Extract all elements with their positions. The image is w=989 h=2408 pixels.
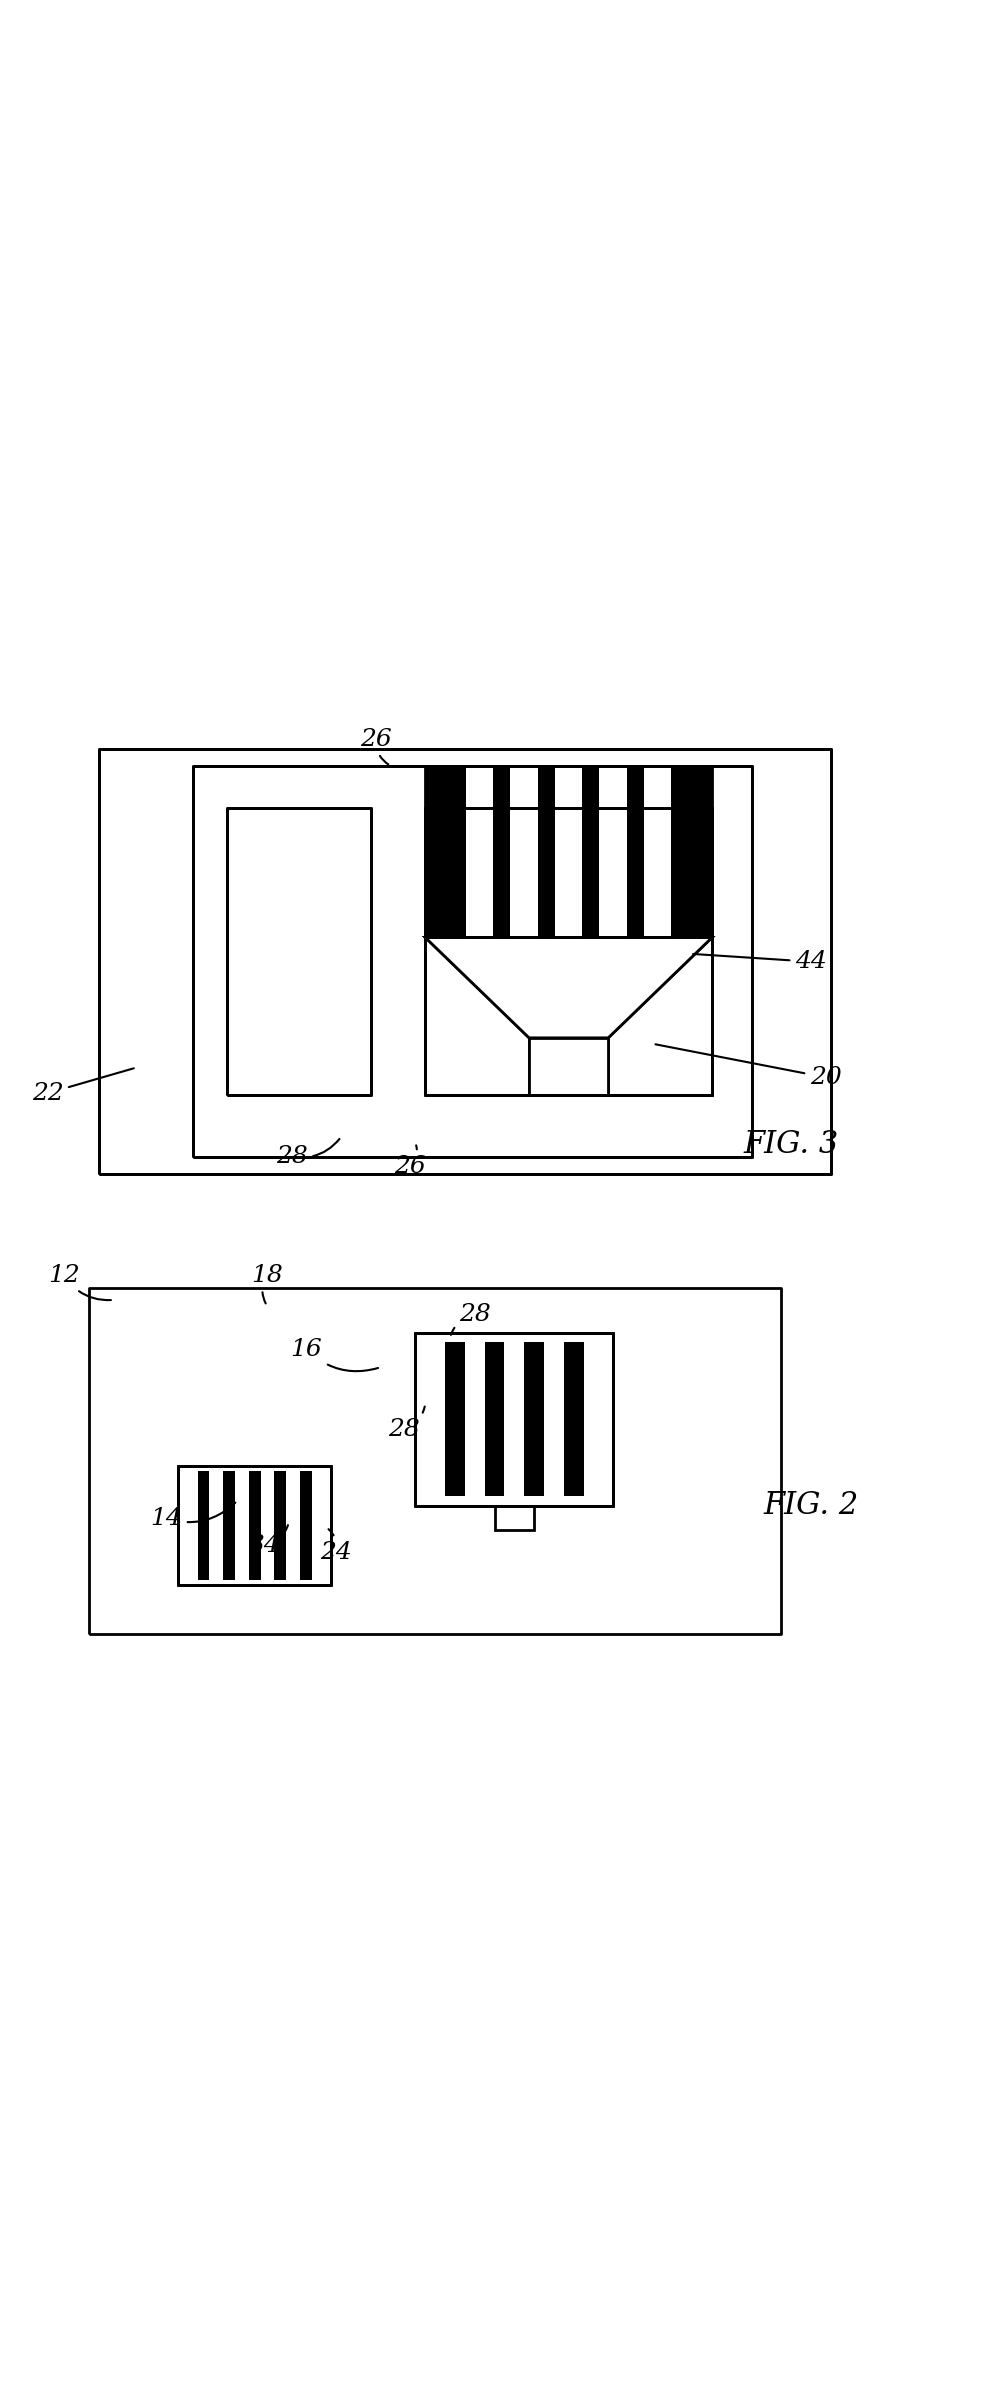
Bar	[415, 1332, 613, 1505]
Bar	[178, 1466, 331, 1584]
Bar	[274, 1471, 286, 1580]
Text: 12: 12	[48, 1264, 111, 1300]
Text: 28: 28	[276, 1139, 339, 1168]
Text: FIG. 3: FIG. 3	[744, 1129, 839, 1161]
Text: 24: 24	[320, 1529, 352, 1563]
Bar	[485, 1344, 504, 1495]
Text: 14: 14	[150, 1503, 235, 1529]
Polygon shape	[425, 937, 712, 1038]
Bar	[564, 1344, 584, 1495]
Bar	[599, 766, 627, 937]
Bar	[249, 1471, 260, 1580]
Text: 28: 28	[451, 1303, 491, 1334]
Bar	[529, 1038, 608, 1096]
Text: 26: 26	[360, 727, 392, 763]
Bar	[224, 1471, 235, 1580]
Text: 44: 44	[693, 951, 827, 973]
Text: 18: 18	[251, 1264, 283, 1303]
Text: 16: 16	[291, 1339, 378, 1370]
Text: 34: 34	[249, 1524, 288, 1556]
Bar	[510, 766, 538, 937]
Text: FIG. 2: FIG. 2	[764, 1491, 858, 1522]
Bar	[445, 1344, 465, 1495]
Bar	[524, 1344, 544, 1495]
Polygon shape	[425, 937, 712, 1038]
Text: 20: 20	[656, 1045, 842, 1088]
Bar	[466, 766, 494, 937]
Bar	[425, 766, 712, 937]
Bar	[555, 766, 583, 937]
Bar	[198, 1471, 210, 1580]
Text: 26: 26	[395, 1146, 426, 1178]
Bar	[644, 766, 672, 937]
Bar	[529, 1038, 608, 1096]
Text: 28: 28	[388, 1406, 424, 1440]
Bar	[425, 809, 712, 1096]
Text: 22: 22	[32, 1069, 134, 1105]
Bar	[494, 1505, 534, 1531]
Bar	[300, 1471, 312, 1580]
